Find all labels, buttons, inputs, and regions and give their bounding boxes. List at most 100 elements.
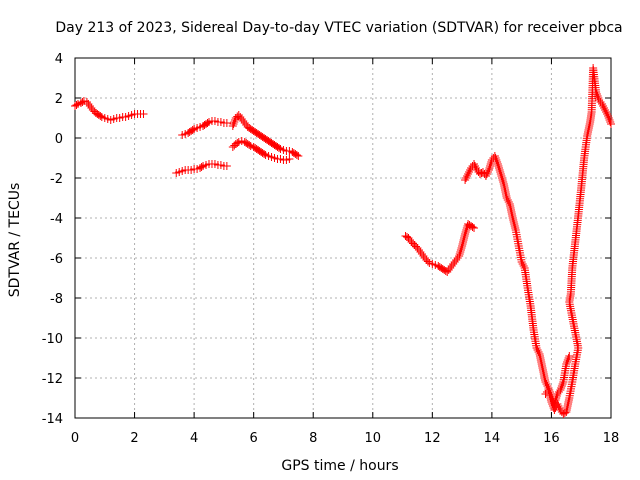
data-marker [457, 244, 466, 252]
x-tick-label: 14 [484, 431, 501, 446]
x-tick-label: 0 [71, 431, 79, 446]
data-point [496, 170, 505, 178]
data-point [532, 344, 541, 352]
data-marker [455, 250, 464, 258]
data-point [484, 166, 493, 174]
data-point [461, 176, 470, 184]
data-marker [465, 168, 474, 176]
series-seg-3 [172, 160, 231, 177]
data-marker [554, 402, 563, 410]
data-point [294, 152, 303, 160]
data-marker [497, 172, 506, 180]
grid [75, 58, 611, 418]
data-marker [233, 139, 242, 147]
y-tick-label: 4 [55, 52, 63, 67]
data-point [553, 400, 562, 408]
data-marker [482, 170, 491, 178]
data-marker [496, 168, 505, 176]
data-point [598, 100, 607, 108]
data-point [556, 386, 565, 394]
data-marker [557, 382, 566, 390]
data-marker [462, 174, 471, 182]
data-marker [229, 120, 238, 128]
data-marker [245, 141, 254, 149]
data-marker [471, 162, 480, 170]
data-marker [602, 108, 611, 116]
data-marker [499, 178, 508, 186]
data-marker [593, 92, 602, 100]
data-marker [605, 116, 614, 124]
data-marker [542, 380, 551, 388]
data-marker [96, 112, 105, 120]
data-marker [563, 356, 572, 364]
data-point [455, 252, 464, 260]
data-marker [498, 174, 507, 182]
data-point [222, 119, 231, 127]
data-marker [188, 126, 197, 134]
data-marker [72, 101, 81, 109]
data-point [228, 122, 237, 130]
series-seg-5 [228, 137, 294, 164]
data-marker [495, 164, 504, 172]
y-tick-label: -4 [50, 212, 63, 227]
data-point [604, 112, 613, 120]
y-axis-label: SDTVAR / TECUs [7, 183, 23, 298]
data-marker [483, 168, 492, 176]
data-marker [453, 254, 462, 262]
data-marker [456, 248, 465, 256]
data-marker [203, 119, 212, 127]
data-marker [260, 150, 269, 158]
series-seg-8 [541, 64, 615, 418]
x-tick-label: 16 [543, 431, 560, 446]
x-tick-label: 8 [309, 431, 317, 446]
data-point [562, 360, 571, 368]
data-marker [486, 162, 495, 170]
y-tick-label: 2 [55, 92, 63, 107]
data-point [502, 194, 511, 202]
series-seg-1 [71, 97, 148, 124]
data-point [493, 160, 502, 168]
x-axis: 0 2 4 6 8 10 12 14 16 18 [71, 58, 619, 446]
series-seg-4 [228, 111, 303, 160]
y-tick-label: -14 [42, 412, 63, 427]
data-marker [456, 246, 465, 254]
data-marker [486, 160, 495, 168]
data-marker [534, 348, 543, 356]
data-marker [504, 198, 513, 206]
data-marker [197, 163, 206, 171]
data-point [139, 110, 148, 118]
data-marker [491, 154, 500, 162]
data-marker [485, 164, 494, 172]
data-point [461, 230, 470, 238]
data-point [464, 170, 473, 178]
data-marker [533, 346, 542, 354]
x-tick-label: 10 [365, 431, 382, 446]
y-tick-label: -10 [42, 332, 63, 347]
data-marker [230, 118, 239, 126]
y-tick-label: -12 [42, 372, 63, 387]
y-tick-label: -6 [50, 252, 63, 267]
data-marker [518, 260, 527, 268]
data-point [285, 155, 294, 163]
data-markers [71, 64, 615, 418]
data-marker [292, 151, 301, 159]
plot-frame [74, 57, 612, 419]
data-marker [493, 158, 502, 166]
data-marker [604, 114, 613, 122]
x-axis-label: GPS time / hours [281, 458, 398, 474]
data-marker [552, 392, 561, 400]
series-seg-2 [178, 117, 231, 139]
data-marker [463, 172, 472, 180]
data-marker [564, 354, 573, 362]
data-point [541, 378, 550, 386]
data-marker [603, 110, 612, 118]
data-marker [519, 262, 528, 270]
data-marker [558, 380, 567, 388]
data-marker [498, 176, 507, 184]
data-point [601, 106, 610, 114]
data-marker [557, 384, 566, 392]
data-marker [462, 226, 471, 234]
data-marker [274, 144, 283, 152]
data-marker [461, 228, 470, 236]
